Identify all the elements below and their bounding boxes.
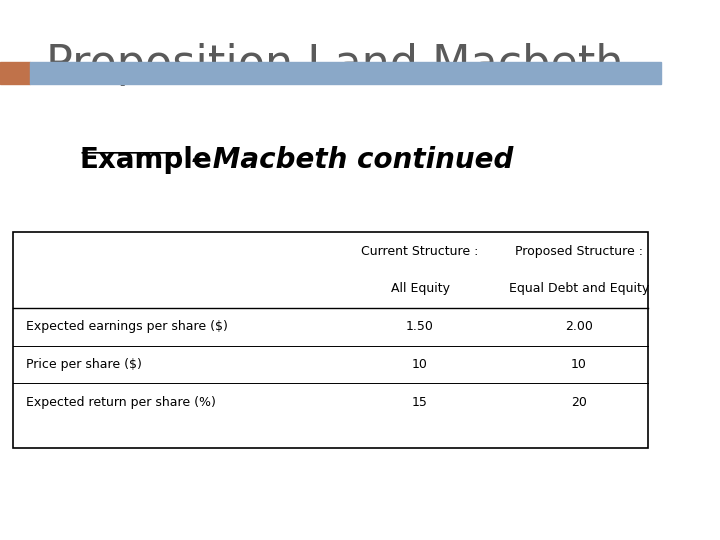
Text: 10: 10	[571, 358, 587, 371]
Text: Equal Debt and Equity: Equal Debt and Equity	[508, 282, 649, 295]
Text: Expected return per share (%): Expected return per share (%)	[27, 396, 216, 409]
Text: 2.00: 2.00	[564, 320, 593, 333]
Text: Current Structure :: Current Structure :	[361, 245, 479, 258]
Text: - Macbeth continued: - Macbeth continued	[182, 146, 513, 174]
Bar	[0, 62, 30, 84]
Text: Example: Example	[79, 146, 212, 174]
Bar	[13, 232, 648, 448]
Text: Expected earnings per share ($): Expected earnings per share ($)	[27, 320, 228, 333]
Text: 20: 20	[571, 396, 587, 409]
Bar	[30, 62, 662, 84]
Text: Proposed Structure :: Proposed Structure :	[515, 245, 643, 258]
Text: 15: 15	[412, 396, 428, 409]
Text: Proposition I and Macbeth: Proposition I and Macbeth	[46, 43, 624, 86]
Text: 10: 10	[412, 358, 428, 371]
Text: Price per share ($): Price per share ($)	[27, 358, 143, 371]
Text: All Equity: All Equity	[390, 282, 449, 295]
Text: 1.50: 1.50	[406, 320, 434, 333]
